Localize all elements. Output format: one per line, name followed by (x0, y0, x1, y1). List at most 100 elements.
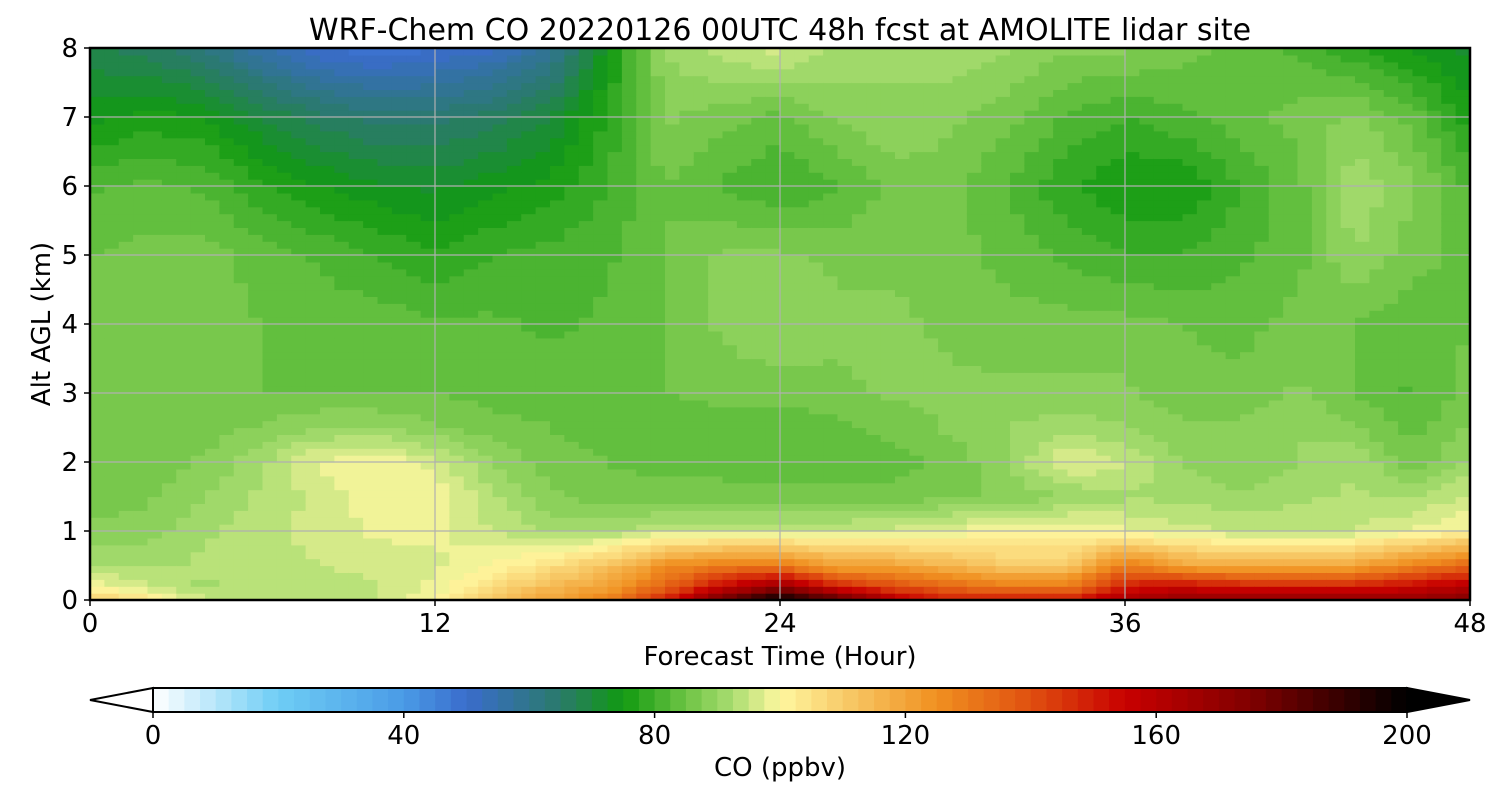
heatmap-cell (593, 551, 609, 560)
heatmap-cell (420, 282, 436, 291)
heatmap-cell (506, 255, 522, 263)
heatmap-cell (866, 268, 882, 277)
heatmap-cell (463, 241, 479, 249)
heatmap-cell (837, 462, 853, 470)
heatmap-cell (794, 475, 810, 484)
heatmap-cell (938, 151, 954, 159)
heatmap-cell (679, 61, 695, 70)
heatmap-cell (837, 455, 853, 463)
heatmap-cell (133, 289, 149, 297)
heatmap-cell (176, 344, 192, 353)
heatmap-cell (866, 261, 882, 270)
heatmap-cell (866, 386, 882, 394)
heatmap-cell (880, 54, 896, 63)
heatmap-cell (823, 510, 839, 518)
heatmap-cell (90, 268, 105, 277)
heatmap-cell (808, 475, 824, 484)
heatmap-cell (823, 317, 839, 325)
heatmap-cell (693, 337, 709, 346)
heatmap-cell (679, 213, 695, 222)
heatmap-cell (794, 482, 810, 491)
heatmap-cell (966, 61, 982, 70)
heatmap-cell (895, 289, 910, 297)
heatmap-cell (535, 206, 551, 215)
heatmap-cell (636, 213, 652, 222)
heatmap-cell (104, 317, 120, 325)
heatmap-cell (320, 537, 335, 546)
heatmap-cell (550, 289, 565, 297)
heatmap-cell (420, 544, 436, 553)
heatmap-cell (636, 151, 652, 159)
heatmap-cell (219, 393, 235, 401)
heatmap-cell (607, 462, 623, 470)
heatmap-cell (478, 234, 494, 242)
heatmap-cell (118, 151, 134, 159)
heatmap-cell (478, 593, 494, 601)
heatmap-cell (334, 441, 350, 449)
heatmap-cell (348, 579, 364, 587)
heatmap-cell (190, 317, 206, 325)
heatmap-cell (909, 158, 925, 166)
heatmap-cell (161, 68, 177, 77)
heatmap-cell (377, 268, 393, 277)
heatmap-cell (90, 234, 105, 242)
heatmap-cell (851, 406, 867, 415)
heatmap-cell (521, 365, 537, 373)
plot-area (88, 46, 1472, 602)
heatmap-cell (133, 489, 149, 498)
heatmap-cell (233, 144, 249, 153)
heatmap-cell (334, 199, 350, 208)
heatmap-cell (276, 462, 292, 470)
heatmap-cell (708, 531, 724, 539)
heatmap-cell (219, 586, 235, 594)
heatmap-cell (420, 268, 436, 277)
heatmap-cell (463, 531, 479, 539)
heatmap-cell (880, 227, 896, 235)
heatmap-cell (851, 324, 867, 332)
heatmap-cell (679, 558, 695, 567)
heatmap-cell (377, 420, 393, 429)
heatmap-cell (736, 172, 752, 180)
heatmap-cell (276, 82, 292, 90)
heatmap-cell (736, 82, 752, 90)
heatmap-cell (478, 82, 494, 90)
heatmap-cell (291, 537, 307, 546)
heatmap-cell (880, 268, 896, 277)
heatmap-cell (435, 551, 450, 560)
heatmap-cell (564, 358, 580, 366)
heatmap-cell (161, 344, 177, 353)
heatmap-cell (406, 379, 422, 387)
heatmap-cell (334, 399, 350, 408)
heatmap-cell (506, 413, 522, 422)
heatmap-cell (320, 186, 335, 194)
heatmap-cell (90, 372, 105, 380)
heatmap-cell (693, 89, 709, 97)
heatmap-cell (190, 551, 206, 560)
heatmap-cell (621, 330, 637, 339)
heatmap-cell (190, 420, 206, 429)
heatmap-cell (952, 551, 968, 560)
heatmap-cell (923, 496, 939, 504)
heatmap-cell (607, 503, 623, 511)
heatmap-cell (636, 110, 652, 118)
heatmap-cell (506, 165, 522, 173)
heatmap-cell (521, 510, 537, 518)
heatmap-cell (90, 206, 105, 215)
heatmap-cell (765, 593, 781, 601)
heatmap-cell (722, 475, 738, 484)
heatmap-cell (262, 565, 278, 573)
heatmap-cell (851, 379, 867, 387)
heatmap-cell (262, 496, 278, 504)
heatmap-cell (348, 54, 364, 63)
heatmap-cell (765, 255, 781, 263)
heatmap-cell (966, 234, 982, 242)
heatmap-cell (147, 531, 163, 539)
heatmap-cell (90, 351, 105, 360)
heatmap-cell (420, 489, 436, 498)
heatmap-cell (780, 268, 795, 277)
heatmap-cell (248, 61, 264, 70)
heatmap-cell (665, 434, 680, 442)
heatmap-cell (535, 586, 551, 594)
heatmap-cell (736, 324, 752, 332)
heatmap-cell (248, 330, 264, 339)
